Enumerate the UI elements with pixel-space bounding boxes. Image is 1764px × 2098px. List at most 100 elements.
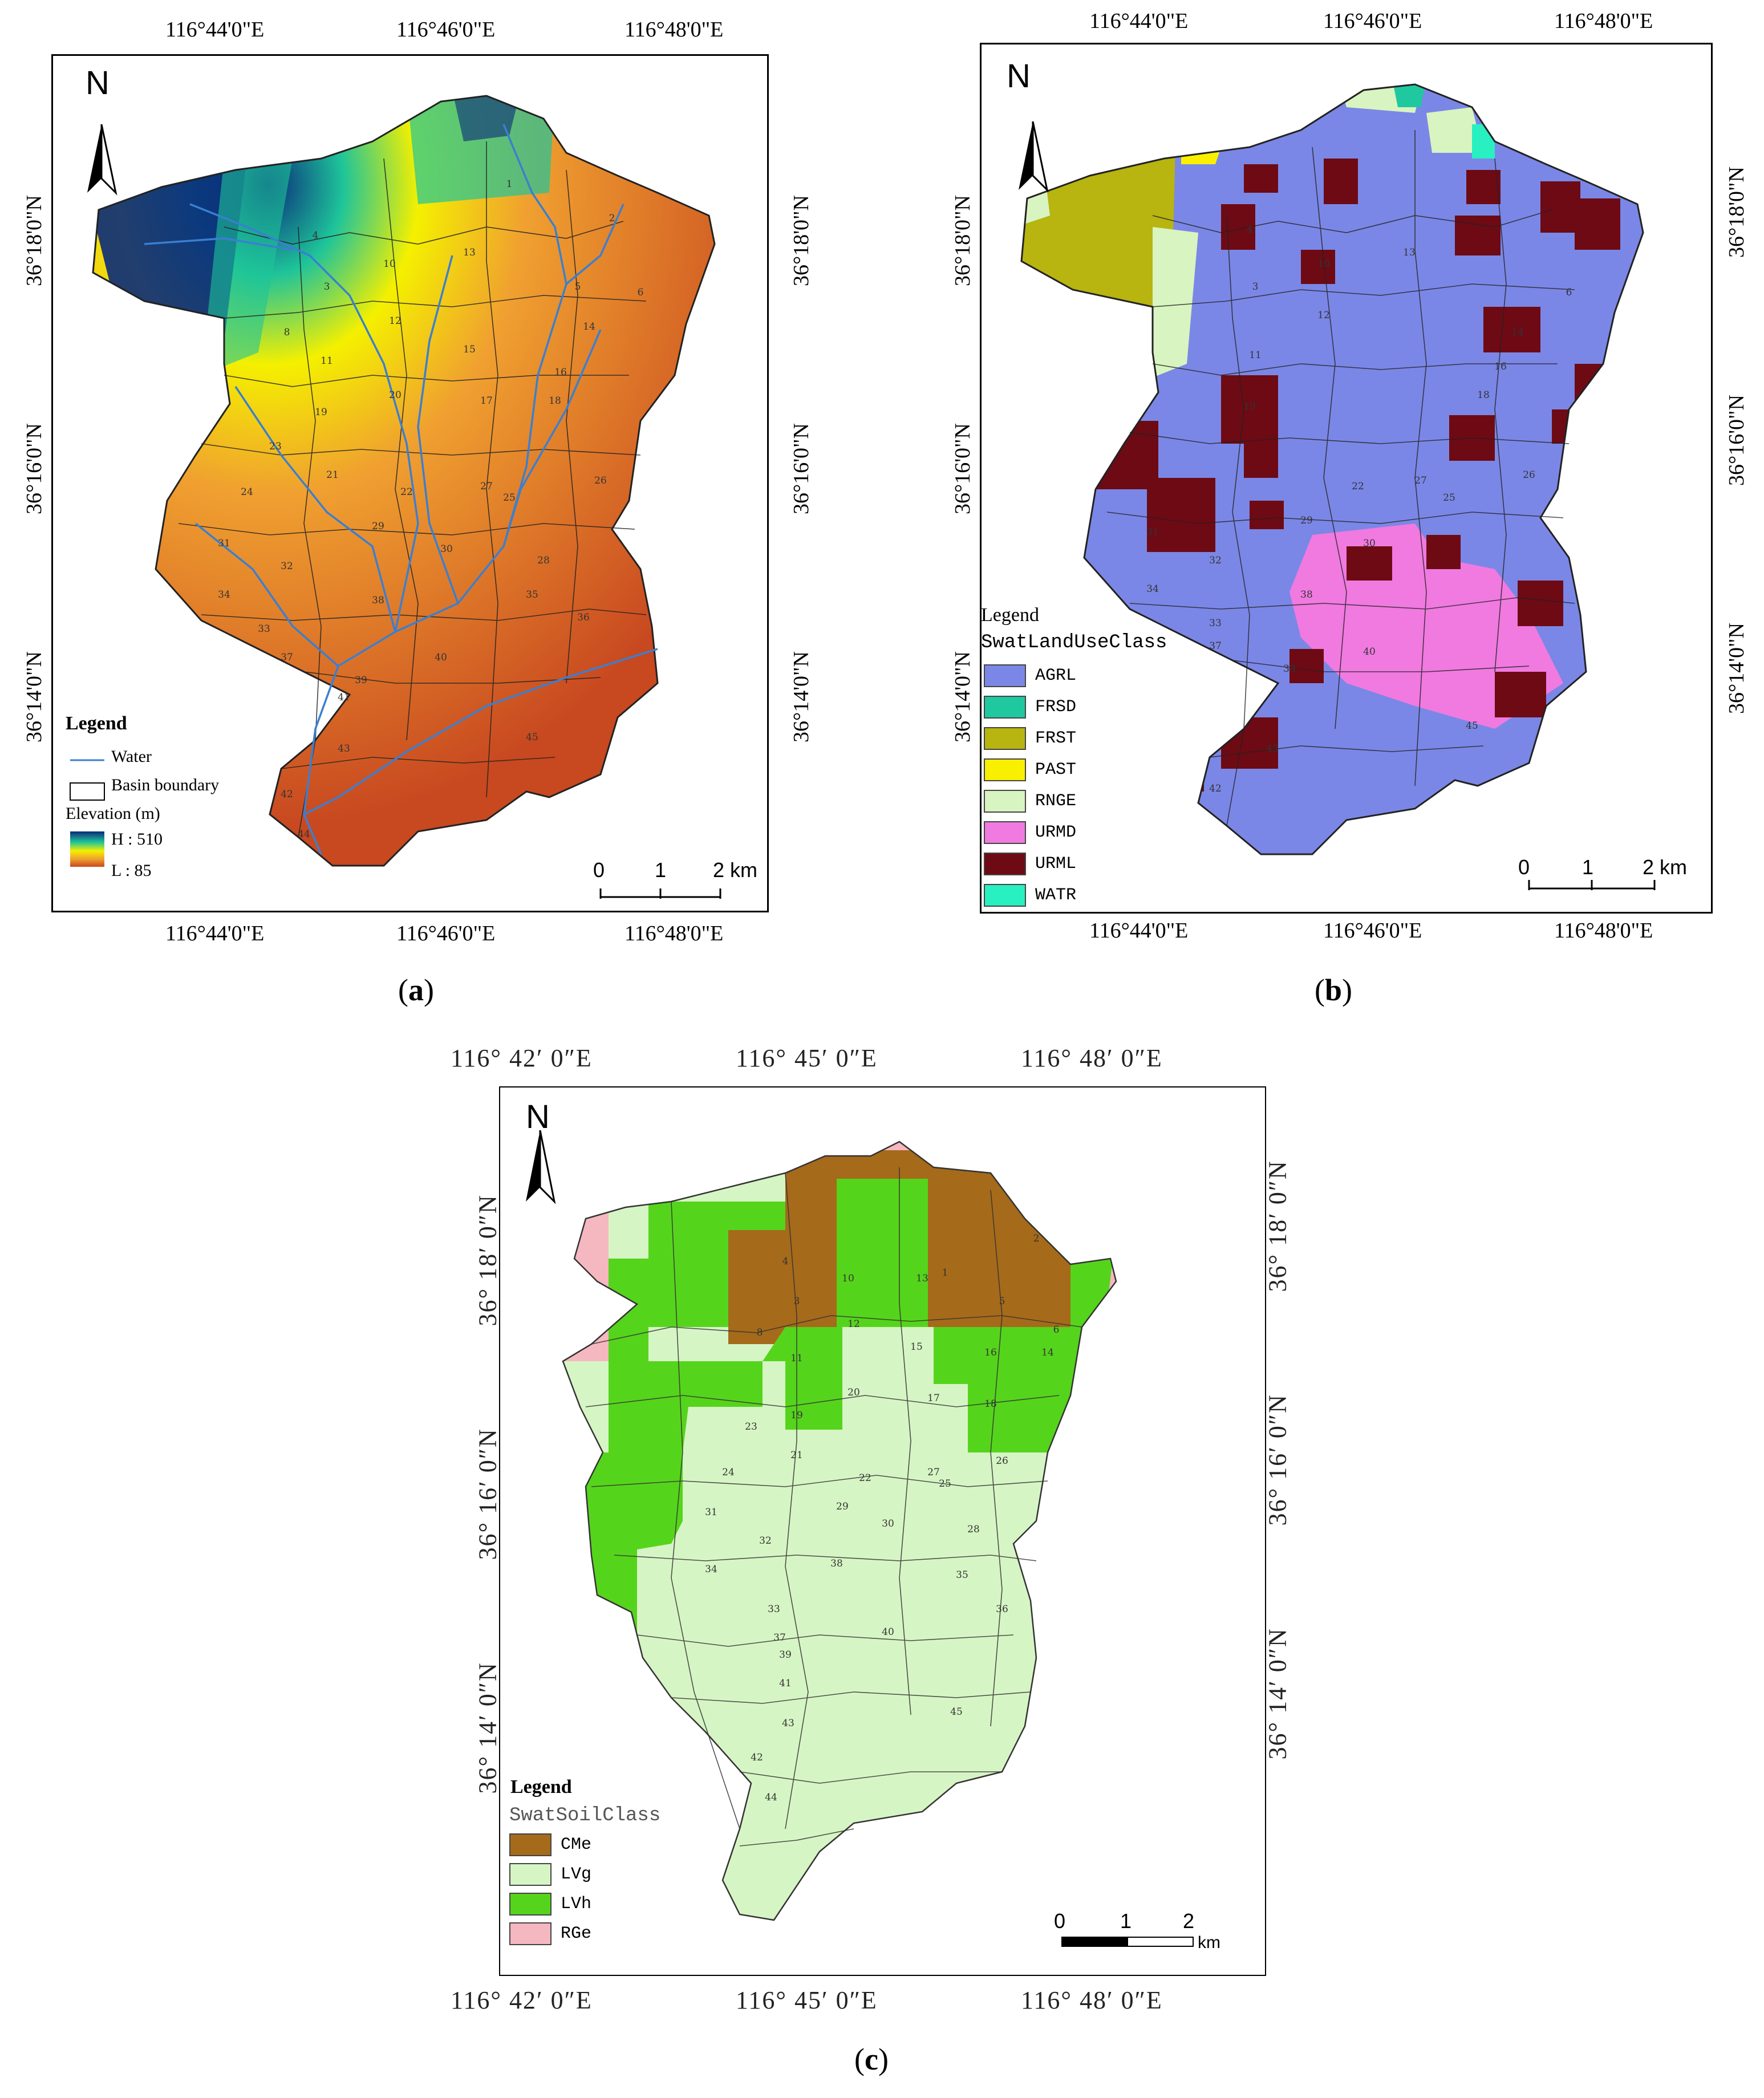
panel-a-left-tick-1: 36°18'0"N bbox=[22, 195, 46, 286]
svg-text:25: 25 bbox=[939, 1478, 951, 1490]
panel-a-legend-elevation-title: Elevation (m) bbox=[66, 804, 160, 823]
svg-text:33: 33 bbox=[258, 623, 270, 635]
svg-text:43: 43 bbox=[1266, 743, 1279, 754]
panel-c-caption: (c) bbox=[854, 2042, 889, 2076]
panel-b-legend-item: RNGE bbox=[984, 790, 1076, 813]
svg-text:25: 25 bbox=[1443, 492, 1455, 504]
panel-b-legend-label: URML bbox=[1035, 854, 1077, 874]
panel-c-scale-unit: km bbox=[1198, 1933, 1220, 1952]
panel-c-top-tick-1: 116° 42′ 0″E bbox=[451, 1044, 593, 1072]
panel-b-scale-2: 2 km bbox=[1643, 855, 1688, 879]
panel-b-legend-label: WATR bbox=[1035, 886, 1077, 905]
panel-c-legend-item: RGe bbox=[509, 1922, 591, 1945]
panel-b-legend-subtitle: SwatLandUseClass bbox=[981, 632, 1167, 654]
svg-text:17: 17 bbox=[480, 395, 493, 407]
svg-text:6: 6 bbox=[638, 287, 644, 298]
panel-b-legend-item: URML bbox=[984, 853, 1076, 875]
panel-c-top-tick-3: 116° 48′ 0″E bbox=[1021, 1044, 1163, 1072]
panel-c-legend-label: LVh bbox=[561, 1894, 592, 1914]
panel-b-left-tick-1: 36°18'0"N bbox=[951, 195, 975, 286]
panel-b-caption: (b) bbox=[1315, 973, 1353, 1007]
svg-text:24: 24 bbox=[722, 1467, 735, 1478]
svg-text:15: 15 bbox=[910, 1341, 923, 1353]
svg-text:43: 43 bbox=[338, 743, 350, 754]
panel-b-legend-label: RNGE bbox=[1035, 792, 1077, 811]
panel-b-legend-swatch bbox=[984, 696, 1026, 719]
svg-text:31: 31 bbox=[705, 1507, 717, 1518]
panel-a-right-tick-2: 36°16'0"N bbox=[789, 423, 813, 514]
panel-b-top-tick-3: 116°48'0"E bbox=[1554, 9, 1653, 33]
svg-text:32: 32 bbox=[1209, 555, 1222, 566]
panel-b-legend-label: AGRL bbox=[1035, 666, 1077, 685]
panel-b-bottom-tick-3: 116°48'0"E bbox=[1554, 919, 1653, 943]
panel-b-top-tick-1: 116°44'0"E bbox=[1089, 9, 1189, 33]
panel-a-bottom-tick-1: 116°44'0"E bbox=[165, 922, 265, 945]
panel-b-legend-item: FRSD bbox=[984, 696, 1076, 719]
svg-text:42: 42 bbox=[1209, 783, 1222, 794]
svg-text:15: 15 bbox=[463, 344, 476, 355]
panel-b-legend-swatch bbox=[984, 790, 1026, 813]
panel-b-legend-swatch bbox=[984, 758, 1026, 781]
svg-text:32: 32 bbox=[281, 561, 293, 572]
svg-text:10: 10 bbox=[383, 258, 396, 270]
svg-text:6: 6 bbox=[1053, 1324, 1060, 1336]
svg-text:37: 37 bbox=[281, 652, 293, 663]
svg-text:21: 21 bbox=[326, 469, 339, 481]
panel-c-bottom-tick-2: 116° 45′ 0″E bbox=[736, 1986, 878, 2014]
panel-a-top-tick-2: 116°46'0"E bbox=[396, 18, 496, 42]
svg-text:14: 14 bbox=[1041, 1347, 1054, 1358]
panel-c-scale-2: 2 bbox=[1183, 1909, 1195, 1933]
svg-text:19: 19 bbox=[315, 407, 327, 418]
svg-text:37: 37 bbox=[773, 1632, 786, 1643]
panel-b-legend-item: AGRL bbox=[984, 664, 1076, 687]
panel-c-bottom-tick-1: 116° 42′ 0″E bbox=[451, 1986, 593, 2014]
svg-text:26: 26 bbox=[996, 1455, 1008, 1467]
svg-text:20: 20 bbox=[389, 389, 402, 401]
svg-text:44: 44 bbox=[765, 1792, 777, 1803]
panel-b-north-arrow-icon bbox=[1019, 121, 1049, 193]
panel-c-legend-label: RGe bbox=[561, 1924, 592, 1943]
svg-text:4: 4 bbox=[1247, 224, 1253, 236]
svg-text:28: 28 bbox=[967, 1524, 980, 1535]
panel-a-scale-bar bbox=[599, 888, 721, 899]
svg-text:8: 8 bbox=[757, 1327, 763, 1338]
panel-a-top-tick-3: 116°48'0"E bbox=[625, 18, 724, 42]
svg-text:29: 29 bbox=[1300, 515, 1313, 526]
svg-text:5: 5 bbox=[575, 281, 581, 293]
svg-text:31: 31 bbox=[1146, 526, 1159, 538]
panel-b-left-tick-3: 36°14'0"N bbox=[951, 651, 975, 742]
panel-c-legend-label: LVg bbox=[561, 1865, 592, 1884]
panel-a-left-tick-2: 36°16'0"N bbox=[22, 423, 46, 514]
svg-text:30: 30 bbox=[1363, 538, 1376, 549]
svg-text:1: 1 bbox=[506, 178, 513, 190]
svg-text:16: 16 bbox=[984, 1347, 997, 1358]
panel-c-legend-item: LVh bbox=[509, 1893, 591, 1916]
panel-a-legend-low: L : 85 bbox=[111, 861, 152, 880]
svg-text:18: 18 bbox=[984, 1398, 997, 1410]
svg-text:36: 36 bbox=[577, 612, 590, 623]
panel-b-scale-0: 0 bbox=[1518, 855, 1530, 879]
panel-c-legend-swatch bbox=[509, 1922, 551, 1945]
svg-text:14: 14 bbox=[1511, 327, 1524, 338]
panel-a-legend-high: H : 510 bbox=[111, 830, 163, 849]
panel-a-right-tick-1: 36°18'0"N bbox=[789, 195, 813, 286]
panel-c-top-tick-2: 116° 45′ 0″E bbox=[736, 1044, 878, 1072]
panel-a-scale-1: 1 bbox=[655, 858, 667, 882]
svg-text:18: 18 bbox=[1477, 389, 1490, 401]
svg-text:19: 19 bbox=[1243, 401, 1256, 412]
panel-c-legend-item: CMe bbox=[509, 1833, 591, 1856]
svg-text:37: 37 bbox=[1209, 640, 1222, 652]
svg-text:13: 13 bbox=[463, 247, 476, 258]
svg-text:18: 18 bbox=[549, 395, 561, 407]
panel-b-bottom-tick-2: 116°46'0"E bbox=[1323, 919, 1422, 943]
panel-c-legend-swatch bbox=[509, 1893, 551, 1916]
svg-text:38: 38 bbox=[830, 1558, 843, 1569]
svg-text:20: 20 bbox=[847, 1387, 860, 1398]
svg-text:23: 23 bbox=[745, 1421, 757, 1433]
svg-text:42: 42 bbox=[751, 1752, 763, 1763]
panel-b-legend-label: PAST bbox=[1035, 760, 1077, 780]
panel-a-legend-water: Water bbox=[111, 747, 152, 766]
svg-text:38: 38 bbox=[372, 595, 384, 606]
